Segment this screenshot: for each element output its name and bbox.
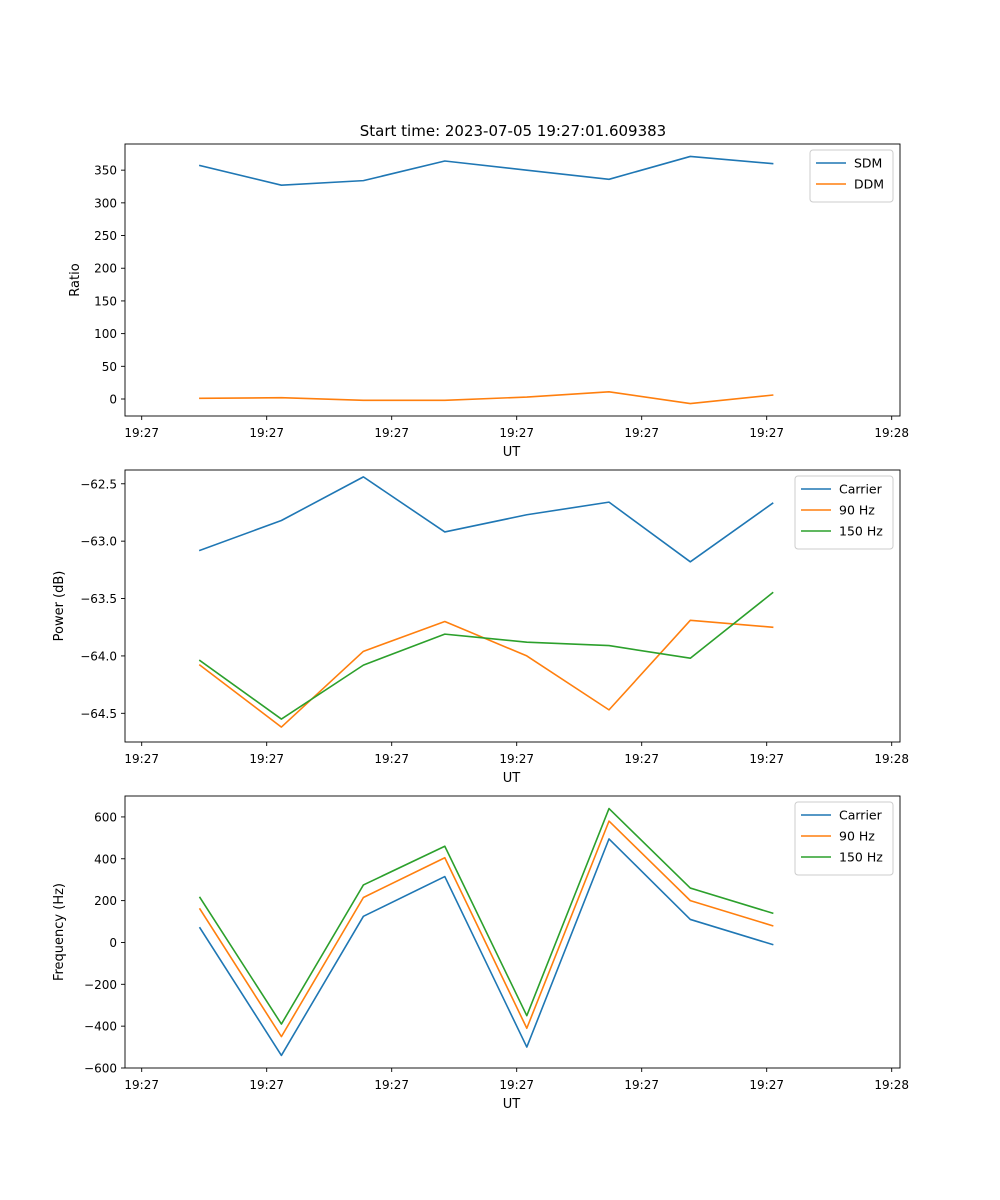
series-line-carrier <box>198 476 774 563</box>
legend-label: Carrier <box>839 482 883 497</box>
y-tick-label: −63.5 <box>80 592 117 606</box>
y-tick-label: −600 <box>84 1062 117 1076</box>
y-tick-label: −63.0 <box>80 535 117 549</box>
y-axis-label: Ratio <box>68 263 83 296</box>
legend-label: 90 Hz <box>839 503 875 518</box>
chart-panel-1: 19:27 19:27 19:27 19:27 19:27 19:27 19:28 0 50 10… <box>68 143 909 460</box>
x-tick-label: 19:27 <box>499 1078 534 1092</box>
x-tick-label: 19:27 <box>124 1078 159 1092</box>
y-tick-label: 50 <box>102 360 117 374</box>
x-tick-label: 19:27 <box>249 426 284 440</box>
x-tick-label: 19:27 <box>624 426 659 440</box>
x-tick-label: 19:27 <box>374 752 409 766</box>
y-tick-label: 200 <box>94 262 117 276</box>
x-tick-label: 19:27 <box>624 1078 659 1092</box>
x-tick-label: 19:27 <box>624 752 659 766</box>
y-tick-label: 300 <box>94 196 117 210</box>
series-line-90-hz <box>198 619 774 728</box>
y-axis-label: Frequency (Hz) <box>52 883 67 981</box>
legend-label: 150 Hz <box>839 524 883 539</box>
axes-frame <box>124 795 901 1069</box>
x-tick-label: 19:27 <box>374 1078 409 1092</box>
y-tick-label: 0 <box>109 936 117 950</box>
x-tick-label: 19:27 <box>374 426 409 440</box>
x-tick-label: 19:27 <box>499 426 534 440</box>
x-tick-label: 19:28 <box>874 752 909 766</box>
series-line-carrier <box>198 838 774 1057</box>
y-tick-label: −200 <box>84 978 117 992</box>
y-tick-label: 150 <box>94 294 117 308</box>
legend-label: Carrier <box>839 808 883 823</box>
y-tick-label: 250 <box>94 229 117 243</box>
y-tick-label: 400 <box>94 852 117 866</box>
y-tick-label: −400 <box>84 1020 117 1034</box>
x-axis-label: UT <box>503 771 521 786</box>
axes-frame <box>124 469 901 743</box>
x-tick-label: 19:27 <box>749 752 784 766</box>
y-tick-label: −64.5 <box>80 707 117 721</box>
series-line-150-hz <box>198 591 774 720</box>
x-tick-label: 19:27 <box>749 426 784 440</box>
chart-panel-3: 19:27 19:27 19:27 19:27 19:27 19:27 19:28 −600 −… <box>52 795 909 1112</box>
series-line-sdm <box>198 155 774 186</box>
y-tick-label: 200 <box>94 894 117 908</box>
legend-label: 150 Hz <box>839 850 883 865</box>
x-axis-label: UT <box>503 445 521 460</box>
figure-title: Start time: 2023-07-05 19:27:01.609383 <box>360 122 666 140</box>
x-tick-label: 19:27 <box>749 1078 784 1092</box>
series-line-90-hz <box>198 820 774 1038</box>
series-line-150-hz <box>198 807 774 1025</box>
x-tick-label: 19:27 <box>249 752 284 766</box>
chart-panel-2: 19:27 19:27 19:27 19:27 19:27 19:27 19:28 −64.5… <box>52 469 909 786</box>
y-tick-label: −62.5 <box>80 477 117 491</box>
x-tick-label: 19:27 <box>124 752 159 766</box>
y-tick-label: 0 <box>109 393 117 407</box>
y-axis-label: Power (dB) <box>52 571 67 642</box>
legend-label: DDM <box>854 177 884 192</box>
x-tick-label: 19:27 <box>499 752 534 766</box>
y-tick-label: 600 <box>94 810 117 824</box>
series-line-ddm <box>199 391 774 405</box>
legend-label: 90 Hz <box>839 829 875 844</box>
x-axis-label: UT <box>503 1097 521 1112</box>
x-tick-label: 19:27 <box>124 426 159 440</box>
x-tick-label: 19:27 <box>249 1078 284 1092</box>
x-tick-label: 19:28 <box>874 426 909 440</box>
legend-label: SDM <box>854 156 882 171</box>
y-tick-label: 350 <box>94 164 117 178</box>
y-tick-label: −64.0 <box>80 649 117 663</box>
axes-frame <box>124 143 901 417</box>
y-tick-label: 100 <box>94 327 117 341</box>
x-tick-label: 19:28 <box>874 1078 909 1092</box>
